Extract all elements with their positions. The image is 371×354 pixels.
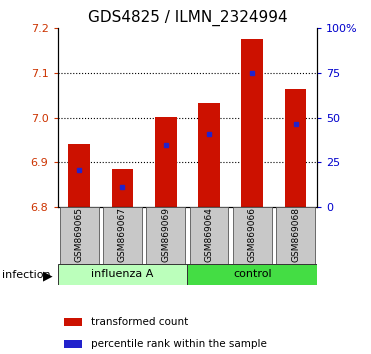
Text: ▶: ▶ (43, 269, 52, 282)
Bar (63, 340, 82, 348)
Bar (190, 207, 229, 264)
Bar (242, 40, 263, 207)
Text: transformed count: transformed count (91, 317, 188, 327)
Text: percentile rank within the sample: percentile rank within the sample (91, 339, 267, 349)
Bar (285, 88, 306, 207)
Text: GSM869067: GSM869067 (118, 207, 127, 262)
Bar (63, 318, 82, 326)
Bar (60, 207, 99, 264)
Bar (155, 117, 177, 207)
Text: GSM869064: GSM869064 (204, 207, 213, 262)
Bar (112, 169, 133, 207)
Text: GSM869069: GSM869069 (161, 207, 170, 262)
Bar (103, 207, 142, 264)
Text: GSM869065: GSM869065 (75, 207, 83, 262)
Bar (233, 207, 272, 264)
Text: influenza A: influenza A (91, 269, 154, 279)
Bar (58, 264, 187, 285)
Bar (68, 144, 90, 207)
Text: GSM869068: GSM869068 (291, 207, 300, 262)
Text: GSM869066: GSM869066 (248, 207, 257, 262)
Bar (276, 207, 315, 264)
Bar (198, 103, 220, 207)
Bar (146, 207, 185, 264)
Bar (187, 264, 317, 285)
Title: GDS4825 / ILMN_2324994: GDS4825 / ILMN_2324994 (88, 9, 287, 25)
Text: infection: infection (2, 270, 50, 280)
Text: control: control (233, 269, 272, 279)
